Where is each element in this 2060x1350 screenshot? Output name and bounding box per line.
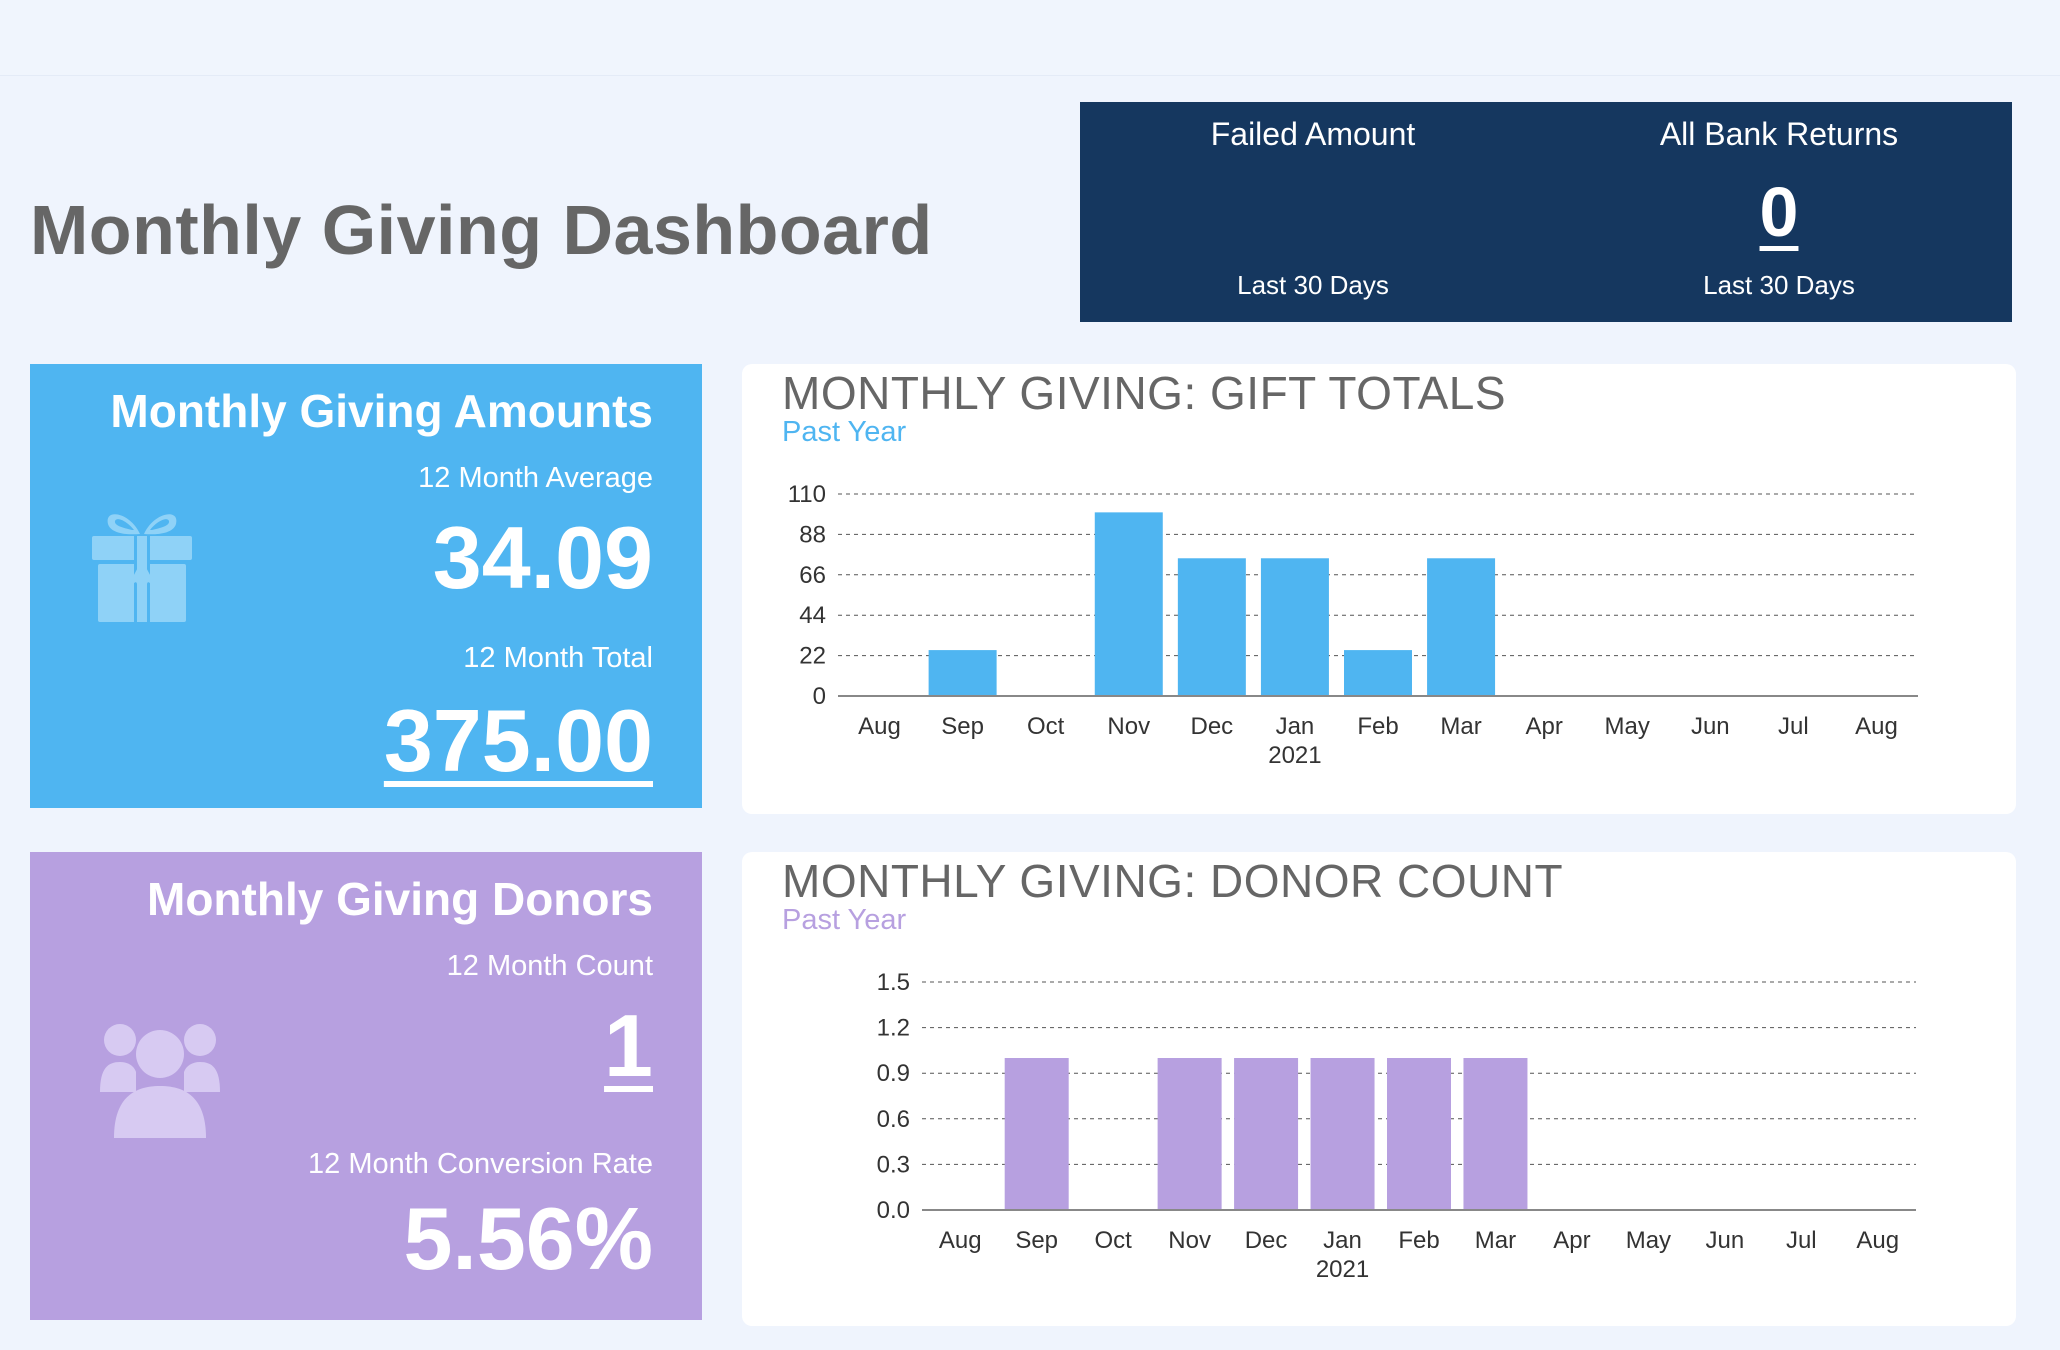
bar[interactable] — [1260, 558, 1329, 696]
x-tick-label: Oct — [1094, 1227, 1132, 1254]
failed-amount-stat: Failed Amount Last 30 Days — [1080, 102, 1546, 322]
bar[interactable] — [928, 650, 997, 696]
gift-totals-chart: 0 22 44 66 88 110 Aug Sep Oct Nov Dec Jan Feb Mar Apr M… — [788, 481, 1918, 769]
x-tick-label: Aug — [858, 713, 901, 740]
x-year-label: 2021 — [1268, 742, 1321, 769]
x-tick-label: Feb — [1398, 1227, 1439, 1254]
bar[interactable] — [1463, 1058, 1528, 1210]
x-tick-label: Jan — [1323, 1227, 1362, 1254]
users-icon — [100, 1024, 220, 1138]
page-title: Monthly Giving Dashboard — [30, 191, 933, 269]
bank-returns-link[interactable]: 0 — [1759, 173, 1799, 251]
giving-amounts-title: Monthly Giving Amounts — [110, 385, 653, 437]
x-tick-label: May — [1605, 713, 1650, 740]
gift-totals-chart-subtitle: Past Year — [782, 416, 907, 448]
x-tick-label: Apr — [1553, 1227, 1590, 1254]
gift-totals-chart-title: MONTHLY GIVING: GIFT TOTALS — [782, 367, 1507, 419]
x-tick-label: Nov — [1168, 1227, 1211, 1254]
bar[interactable] — [1310, 1058, 1375, 1210]
x-tick-label: Mar — [1475, 1227, 1516, 1254]
bar[interactable] — [1387, 1058, 1451, 1210]
y-tick-label: 44 — [799, 602, 826, 629]
x-tick-label: Aug — [1855, 713, 1898, 740]
bar[interactable] — [1094, 512, 1163, 696]
average-label: 12 Month Average — [418, 462, 653, 494]
y-tick-label: 0.0 — [877, 1197, 910, 1224]
x-tick-label: Sep — [1015, 1227, 1058, 1254]
total-value-link[interactable]: 375.00 — [383, 691, 653, 790]
x-tick-label: Jan — [1276, 713, 1315, 740]
x-tick-label: Jul — [1778, 713, 1809, 740]
x-tick-label: Jun — [1691, 713, 1730, 740]
x-tick-label: Feb — [1357, 713, 1398, 740]
x-tick-label: Dec — [1191, 713, 1234, 740]
bar[interactable] — [1344, 650, 1412, 696]
x-tick-label: Oct — [1027, 713, 1065, 740]
x-tick-label: Sep — [941, 713, 984, 740]
y-tick-label: 0.3 — [877, 1151, 910, 1178]
bank-returns-value: 0 — [1546, 172, 2012, 252]
bar[interactable] — [1177, 558, 1246, 696]
x-year-label: 2021 — [1316, 1256, 1369, 1283]
x-tick-label: Apr — [1525, 713, 1562, 740]
conversion-rate-label: 12 Month Conversion Rate — [308, 1148, 653, 1180]
bank-returns-period: Last 30 Days — [1703, 270, 1855, 300]
gift-icon — [92, 514, 192, 622]
y-tick-label: 1.5 — [877, 969, 910, 996]
y-tick-label: 22 — [799, 643, 826, 670]
donor-count-chart-card: 0.0 0.3 0.6 0.9 1.2 1.5 Aug Sep Oct Nov Dec Jan Feb M… — [742, 852, 2016, 1326]
gift-totals-chart-card: 0 22 44 66 88 110 Aug Sep Oct Nov Dec Jan Feb Mar Apr M… — [742, 364, 2016, 814]
bar[interactable] — [1427, 558, 1496, 696]
total-label: 12 Month Total — [463, 642, 653, 674]
giving-donors-card: Monthly Giving Donors 12 Month Count 1 1… — [30, 852, 702, 1320]
donor-count-chart: 0.0 0.3 0.6 0.9 1.2 1.5 Aug Sep Oct Nov Dec Jan Feb M… — [877, 969, 1916, 1283]
top-bar — [0, 0, 2060, 76]
average-value: 34.09 — [432, 508, 653, 607]
stats-panel: Failed Amount Last 30 Days All Bank Retu… — [1080, 102, 2012, 322]
donor-count-label: 12 Month Count — [446, 950, 653, 982]
y-tick-label: 0.9 — [877, 1060, 910, 1087]
x-tick-label: Dec — [1245, 1227, 1288, 1254]
failed-amount-title: Failed Amount — [1210, 116, 1416, 152]
bank-returns-title: All Bank Returns — [1659, 116, 1899, 152]
y-tick-label: 88 — [799, 521, 826, 548]
y-tick-label: 110 — [788, 481, 826, 508]
bar[interactable] — [1004, 1058, 1069, 1210]
giving-amounts-card: Monthly Giving Amounts 12 Month Average … — [30, 364, 702, 808]
x-tick-label: Mar — [1440, 713, 1481, 740]
donor-count-chart-subtitle: Past Year — [782, 904, 907, 936]
failed-amount-period: Last 30 Days — [1237, 270, 1389, 300]
x-tick-label: May — [1626, 1227, 1671, 1254]
giving-donors-title: Monthly Giving Donors — [147, 873, 653, 925]
bar[interactable] — [1157, 1058, 1222, 1210]
bank-returns-stat: All Bank Returns 0 Last 30 Days — [1546, 102, 2012, 322]
x-tick-label: Nov — [1107, 713, 1150, 740]
donor-count-chart-title: MONTHLY GIVING: DONOR COUNT — [782, 855, 1564, 907]
donor-count-link[interactable]: 1 — [604, 996, 653, 1095]
y-tick-label: 1.2 — [877, 1015, 910, 1042]
x-tick-label: Aug — [939, 1227, 982, 1254]
x-tick-label: Jun — [1705, 1227, 1744, 1254]
y-tick-label: 0 — [813, 683, 826, 710]
y-tick-label: 0.6 — [877, 1106, 910, 1133]
conversion-rate-value: 5.56% — [403, 1189, 653, 1288]
x-tick-label: Jul — [1786, 1227, 1817, 1254]
y-tick-label: 66 — [799, 562, 826, 589]
x-tick-label: Aug — [1856, 1227, 1899, 1254]
bar[interactable] — [1234, 1058, 1299, 1210]
